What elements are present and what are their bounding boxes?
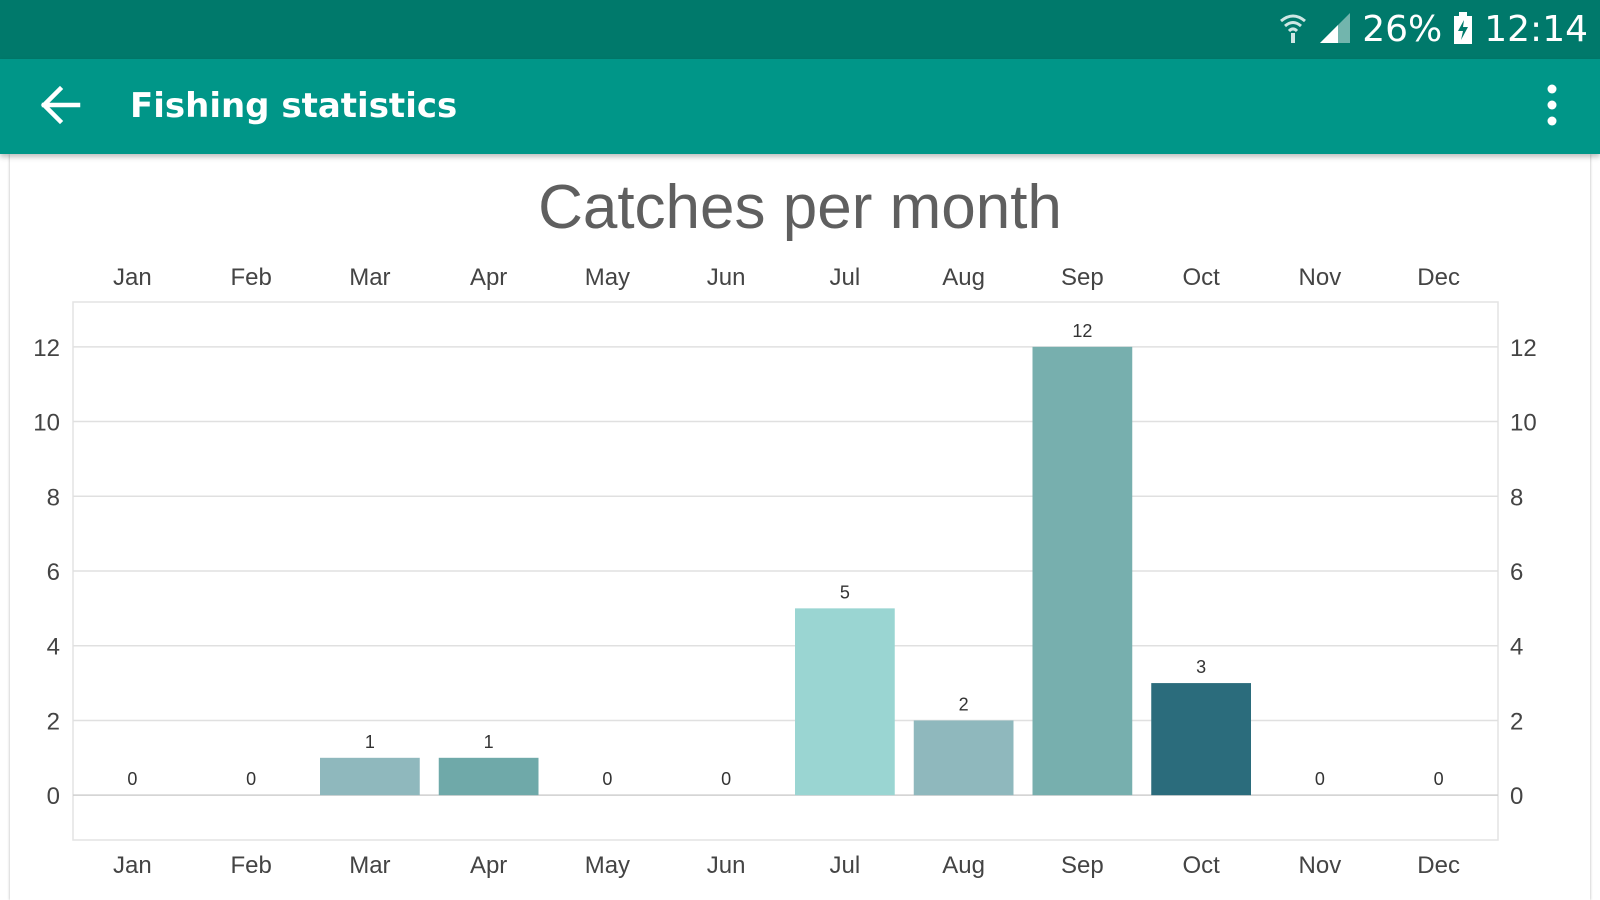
overflow-menu-button[interactable] [1532, 77, 1572, 137]
bar-mar [320, 757, 420, 796]
chart-card: Catches per month 0 0 2 2 4 4 6 6 8 8 10 10 12 12 Jan J… [10, 154, 1590, 900]
data-label: 0 [246, 769, 256, 789]
battery-icon [1452, 11, 1474, 49]
data-label: 0 [721, 769, 731, 789]
y-tick-label-left: 6 [47, 559, 60, 586]
x-tick-label-bottom: Apr [470, 852, 507, 879]
y-tick-label-left: 0 [47, 783, 60, 810]
more-vert-icon [1546, 83, 1558, 132]
x-tick-label-top: May [585, 264, 630, 291]
y-tick-label-right: 12 [1510, 335, 1537, 362]
x-tick-label-bottom: Sep [1061, 852, 1104, 879]
app-title: Fishing statistics [130, 86, 458, 126]
data-label: 0 [1434, 769, 1444, 789]
clock: 12:14 [1484, 9, 1588, 50]
data-label: 1 [484, 732, 494, 752]
x-tick-label-top: Dec [1417, 264, 1460, 291]
x-tick-label-bottom: Nov [1299, 852, 1342, 879]
x-tick-label-bottom: Oct [1182, 852, 1220, 879]
x-tick-label-bottom: Feb [230, 852, 271, 879]
x-tick-label-bottom: May [585, 852, 630, 879]
bar-sep [1032, 346, 1133, 796]
x-tick-label-bottom: Jan [113, 852, 152, 879]
wifi-icon [1278, 11, 1308, 49]
data-label: 12 [1072, 321, 1092, 341]
back-arrow-icon [38, 85, 82, 130]
x-tick-label-top: Aug [942, 264, 985, 291]
x-tick-label-top: Mar [349, 264, 390, 291]
data-label: 5 [840, 582, 850, 602]
y-tick-label-left: 4 [47, 634, 60, 661]
battery-percent: 26% [1362, 9, 1443, 50]
y-tick-label-left: 12 [33, 335, 60, 362]
x-tick-label-bottom: Jul [830, 852, 861, 879]
y-tick-label-right: 10 [1510, 410, 1537, 437]
x-tick-label-bottom: Mar [349, 852, 390, 879]
x-tick-label-top: Sep [1061, 264, 1104, 291]
chart-title: Catches per month [538, 173, 1062, 242]
x-tick-label-top: Jul [830, 264, 861, 291]
data-label: 1 [365, 732, 375, 752]
y-tick-label-right: 4 [1510, 634, 1523, 661]
back-button[interactable] [30, 77, 90, 137]
y-tick-label-right: 6 [1510, 559, 1523, 586]
x-tick-label-top: Nov [1299, 264, 1342, 291]
bar-apr [438, 757, 539, 796]
x-tick-label-top: Jan [113, 264, 152, 291]
data-label: 2 [959, 694, 969, 714]
status-bar: 26% 12:14 [0, 0, 1600, 59]
y-tick-label-left: 2 [47, 708, 60, 735]
x-tick-label-top: Feb [230, 264, 271, 291]
status-icons: 26% 12:14 [1278, 8, 1588, 52]
y-tick-label-left: 8 [47, 484, 60, 511]
x-tick-label-bottom: Dec [1417, 852, 1460, 879]
y-tick-label-right: 2 [1510, 708, 1523, 735]
x-tick-label-bottom: Jun [707, 852, 746, 879]
bar-aug [913, 720, 1014, 796]
data-label: 3 [1196, 657, 1206, 677]
x-tick-label-top: Apr [470, 264, 507, 291]
data-label: 0 [1315, 769, 1325, 789]
x-tick-label-top: Oct [1182, 264, 1220, 291]
x-tick-label-top: Jun [707, 264, 746, 291]
data-label: 0 [602, 769, 612, 789]
bar-oct [1151, 683, 1251, 796]
y-tick-label-right: 0 [1510, 783, 1523, 810]
y-tick-label-left: 10 [33, 410, 60, 437]
y-tick-label-right: 8 [1510, 484, 1523, 511]
x-tick-label-bottom: Aug [942, 852, 985, 879]
bar-jul [795, 608, 895, 796]
signal-icon [1318, 11, 1352, 49]
app-bar: Fishing statistics [0, 59, 1600, 154]
data-label: 0 [127, 769, 137, 789]
